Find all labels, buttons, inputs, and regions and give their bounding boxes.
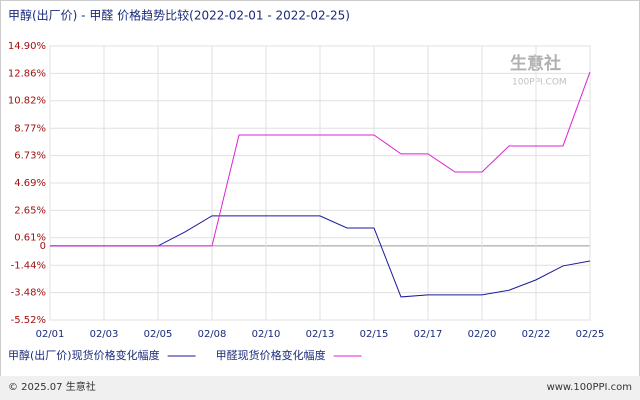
- y-tick-label: -1.44%: [11, 260, 46, 271]
- chart-title: 甲醇(出厂价) - 甲醛 价格趋势比较(2022-02-01 - 2022-02…: [8, 8, 350, 23]
- x-tick-label: 02/03: [90, 329, 119, 340]
- y-tick-label: 8.77%: [14, 123, 46, 134]
- x-tick-label: 02/15: [360, 329, 389, 340]
- series-line: [50, 71, 591, 247]
- y-tick-label: 10.82%: [8, 96, 46, 107]
- x-tick-label: 02/25: [576, 329, 605, 340]
- x-tick-label: 02/13: [306, 329, 335, 340]
- y-tick-label: 4.69%: [14, 178, 46, 189]
- y-tick-label: 12.86%: [8, 68, 46, 79]
- x-tick-label: 02/05: [144, 329, 173, 340]
- x-tick-label: 02/20: [468, 329, 497, 340]
- x-tick-label: 02/17: [414, 329, 443, 340]
- y-tick-label: -3.48%: [11, 288, 46, 299]
- y-tick-label: -5.52%: [11, 315, 46, 326]
- y-tick-label: 6.73%: [14, 151, 46, 162]
- legend-label: 甲醛现货价格变化幅度: [216, 348, 326, 362]
- x-tick-label: 02/10: [252, 329, 281, 340]
- x-tick-label: 02/22: [522, 329, 551, 340]
- y-tick-label: 0.61%: [14, 233, 46, 244]
- footer-right: www.100PPI.com: [547, 382, 632, 393]
- footer-left: © 2025.07 生意社: [8, 380, 96, 393]
- x-tick-label: 02/01: [36, 329, 65, 340]
- y-tick-label: 0: [40, 241, 46, 252]
- watermark-sub: 100PPI.COM: [512, 78, 567, 88]
- footer-band: [0, 376, 640, 400]
- x-tick-label: 02/08: [198, 329, 227, 340]
- y-tick-label: 2.65%: [14, 205, 46, 216]
- y-tick-label: 14.90%: [8, 41, 46, 52]
- legend-label: 甲醇(出厂价)现货价格变化幅度: [8, 348, 160, 362]
